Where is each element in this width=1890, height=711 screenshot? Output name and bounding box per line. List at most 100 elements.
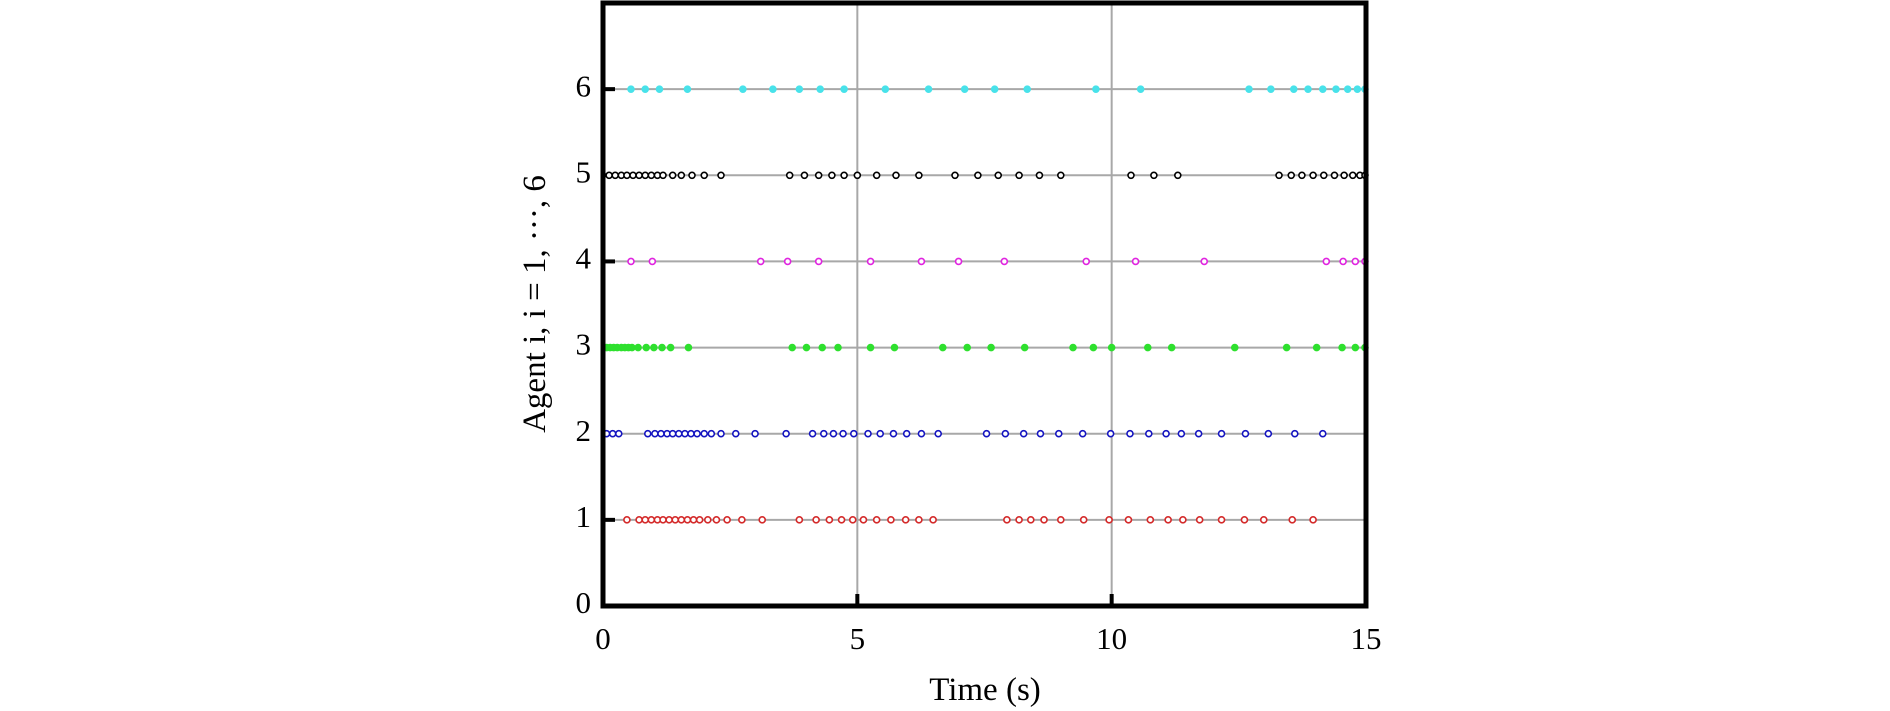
event-point (1338, 343, 1346, 352)
event-point (642, 343, 651, 352)
event-point (938, 343, 947, 352)
event-point (954, 257, 963, 266)
event-point (1288, 516, 1297, 524)
event-point (887, 516, 895, 524)
event-point (849, 429, 858, 438)
event-point (876, 429, 885, 438)
event-point (819, 429, 828, 438)
event-point (1330, 171, 1339, 180)
y-axis-label: Agent i, i = 1, ···, 6 (517, 175, 553, 433)
event-point (627, 257, 635, 266)
event-point (915, 516, 923, 524)
event-point (840, 85, 848, 93)
event-point (641, 85, 650, 93)
event-point (1082, 257, 1091, 266)
event-point (963, 343, 972, 352)
event-point (994, 171, 1003, 180)
event-point (647, 171, 656, 180)
event-point (1289, 85, 1298, 93)
event-point (814, 257, 823, 266)
event-point (695, 516, 704, 524)
event-point (1001, 429, 1010, 438)
event-point (1146, 516, 1155, 524)
event-point (934, 429, 943, 438)
event-point (1309, 171, 1317, 180)
event-point (1020, 343, 1029, 352)
event-point (1069, 343, 1077, 352)
event-point (693, 429, 701, 438)
event-point (802, 343, 811, 352)
event-point (795, 85, 804, 93)
event-point (1267, 85, 1275, 93)
event-point (1105, 516, 1113, 524)
event-point (683, 516, 692, 524)
event-point (1054, 429, 1063, 438)
event-point (1124, 516, 1133, 524)
event-point (659, 171, 667, 180)
event-point (712, 516, 721, 524)
event-point (1264, 429, 1273, 438)
event-point (848, 516, 857, 524)
event-point (1195, 516, 1204, 524)
event-point (866, 343, 875, 352)
event-point (1348, 171, 1357, 180)
event-point (1343, 85, 1352, 93)
event-point (650, 343, 658, 352)
event-point (889, 429, 898, 438)
y-tick-label: 2 (576, 413, 592, 448)
event-point (1332, 85, 1340, 93)
event-point (629, 171, 637, 180)
event-point (1309, 516, 1317, 524)
event-point (1304, 85, 1312, 93)
event-point (668, 429, 677, 438)
event-point (1162, 429, 1170, 438)
event-point (951, 171, 959, 180)
event-point (677, 516, 686, 524)
x-axis-label: Time (s) (929, 672, 1041, 708)
event-point (623, 516, 631, 524)
event-point (839, 429, 847, 438)
event-point (788, 343, 797, 352)
y-tick-label: 4 (576, 241, 592, 276)
event-point (731, 429, 740, 438)
event-point (1318, 85, 1327, 93)
event-point (641, 171, 650, 180)
event-point (818, 343, 827, 352)
event-point (634, 343, 642, 352)
event-point (1023, 85, 1032, 93)
event-point (1318, 429, 1327, 438)
event-point (1200, 257, 1209, 266)
event-point (1003, 516, 1011, 524)
event-point (655, 85, 664, 93)
event-point (837, 516, 846, 524)
event-point (825, 516, 834, 524)
event-point (671, 516, 680, 524)
event-point (651, 429, 659, 438)
event-point (902, 429, 911, 438)
event-point (666, 343, 675, 352)
event-point (703, 516, 712, 524)
event-point (974, 171, 982, 180)
x-tick-label: 5 (850, 621, 866, 656)
event-point (828, 171, 836, 180)
event-point (739, 85, 747, 93)
event-point (1298, 171, 1306, 180)
event-point (1353, 85, 1362, 93)
event-point (987, 343, 995, 352)
y-tick-label: 3 (576, 327, 592, 362)
event-point (1282, 343, 1291, 352)
event-point (659, 516, 667, 524)
event-point (1319, 171, 1328, 180)
plot-frame (600, 0, 1369, 609)
event-point (829, 429, 838, 438)
event-point (700, 429, 709, 438)
event-point (1015, 516, 1023, 524)
event-point (872, 516, 881, 524)
event-point (808, 429, 817, 438)
event-point (758, 516, 767, 524)
event-point (1144, 429, 1153, 438)
event-point (1164, 516, 1172, 524)
event-point (859, 516, 868, 524)
